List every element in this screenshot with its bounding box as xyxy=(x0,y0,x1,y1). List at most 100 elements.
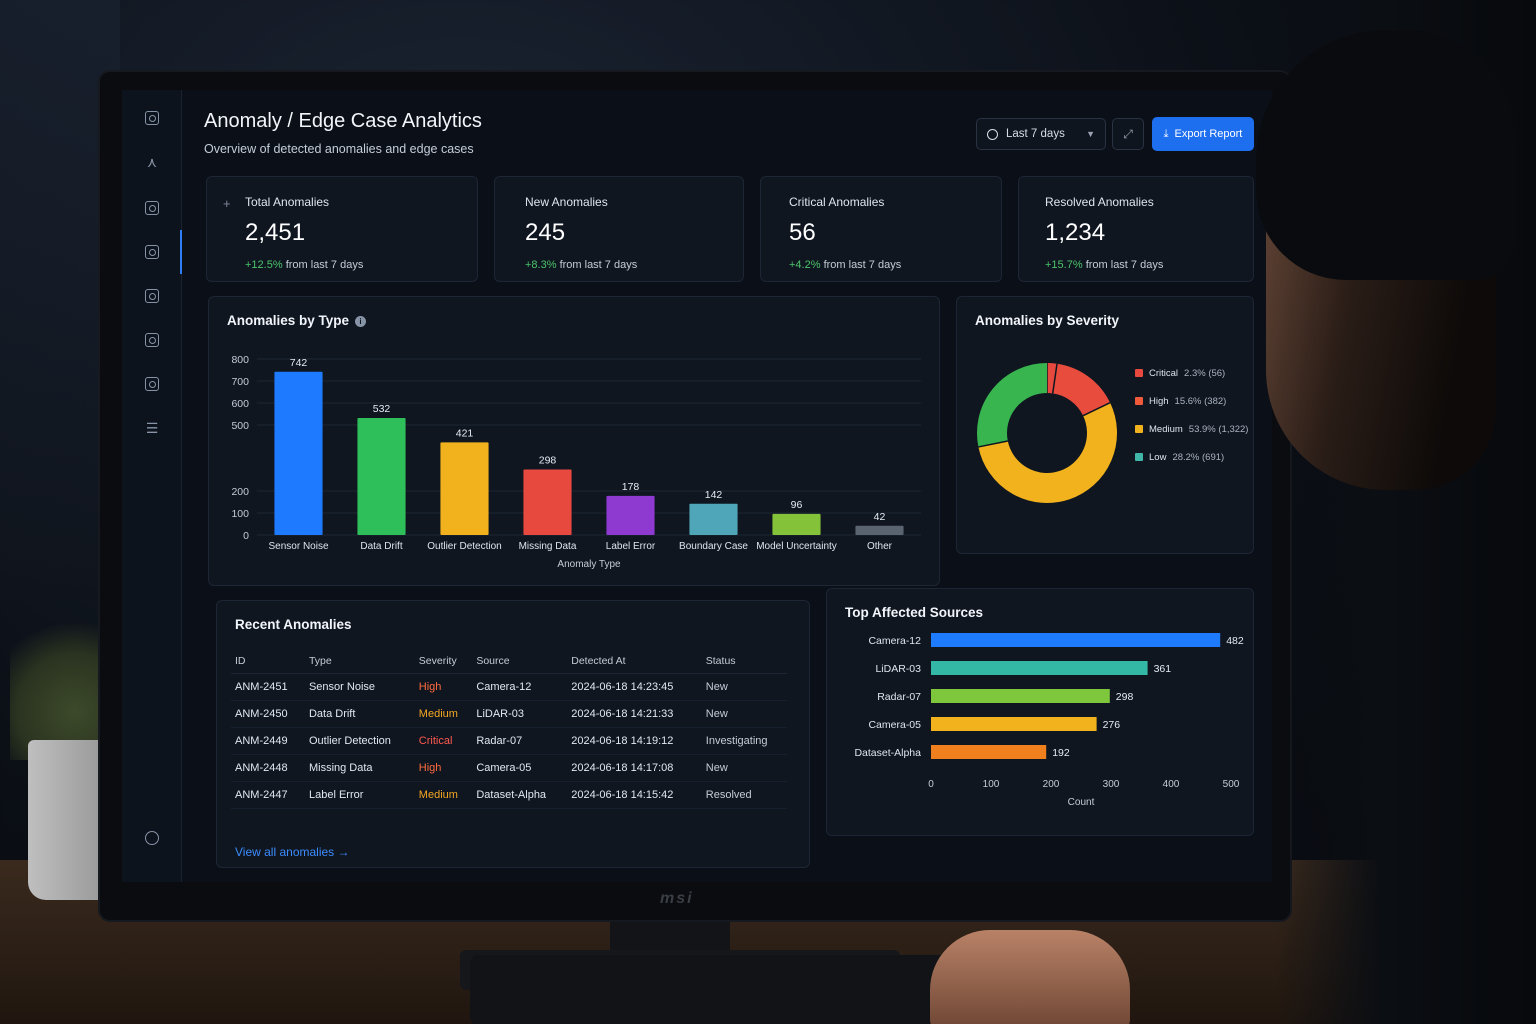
sidebar-active-indicator xyxy=(180,230,182,274)
status-label: New xyxy=(701,700,787,728)
bar xyxy=(689,503,738,535)
slice-separator xyxy=(1051,363,1058,394)
plus-icon: + xyxy=(223,196,231,211)
person-hair xyxy=(1256,30,1516,280)
donut-slice xyxy=(1051,363,1111,417)
top-affected-sources-panel: Top Affected Sources Camera-12 482 LiDAR-0… xyxy=(826,588,1254,836)
bar xyxy=(523,469,572,535)
chevron-down-icon: ▼ xyxy=(1086,129,1095,139)
kpi-label: New Anomalies xyxy=(525,195,608,209)
kpi-value: 2,451 xyxy=(245,219,306,246)
recent-anomalies-table: ID Type Severity Source Detected At Status AN… xyxy=(231,649,787,809)
anomaly-id: ANM-2449 xyxy=(231,727,305,755)
x-tick-label: Other xyxy=(867,541,893,552)
bar xyxy=(440,442,489,535)
data-label: 42 xyxy=(874,511,886,523)
anomaly-id: ANM-2450 xyxy=(231,700,305,728)
sidebar-item-settings-sliders-icon[interactable]: ☰ xyxy=(145,419,159,436)
fullscreen-button[interactable]: ⤢ xyxy=(1112,118,1144,150)
column-header[interactable]: Detected At xyxy=(567,649,702,674)
table-row[interactable]: ANM-2449 Outlier Detection Critical Radar-0… xyxy=(231,727,787,755)
bar-chart: 0 100 200 500 600 700 800 742 Sensor Noise 532 Dat… xyxy=(231,354,921,570)
anomaly-id: ANM-2451 xyxy=(231,673,305,701)
kpi-delta: +12.5% from last 7 days xyxy=(245,259,364,271)
page-subtitle: Overview of detected anomalies and edge … xyxy=(204,142,474,156)
sidebar-item-help-icon[interactable] xyxy=(140,826,164,850)
x-axis-label: Count xyxy=(1068,797,1095,808)
severity-label: Critical xyxy=(414,727,473,755)
legend-swatch xyxy=(1135,369,1143,377)
x-tick-label: 0 xyxy=(928,779,934,790)
export-report-button[interactable]: ⤓ Export Report xyxy=(1152,117,1254,151)
status-label: Investigating xyxy=(701,727,787,755)
x-tick-label: Model Uncertainty xyxy=(756,541,837,552)
data-label: 742 xyxy=(290,357,308,369)
x-tick-label: Sensor Noise xyxy=(268,541,328,552)
kpi-value: 1,234 xyxy=(1045,219,1106,246)
y-tick-label: 500 xyxy=(231,420,249,432)
sidebar-item-anomaly-icon[interactable] xyxy=(140,240,164,264)
column-header[interactable]: Severity xyxy=(414,649,473,674)
severity-label: Medium xyxy=(414,700,473,728)
legend-swatch xyxy=(1135,425,1143,433)
category-label: Camera-12 xyxy=(868,635,921,647)
anomalies-by-severity-panel: Anomalies by Severity Critical 2.3% (56) H… xyxy=(956,296,1254,554)
slice-separator xyxy=(978,440,1008,448)
sidebar-item-upload-icon[interactable] xyxy=(140,284,164,308)
severity-label: High xyxy=(414,754,473,782)
x-tick-label: 200 xyxy=(1043,779,1060,790)
date-range-select[interactable]: Last 7 days ▼ xyxy=(976,118,1106,150)
table-row[interactable]: ANM-2447 Label Error Medium Dataset-Alpha 20… xyxy=(231,781,787,809)
bar xyxy=(931,745,1047,759)
bar xyxy=(357,417,406,535)
kpi-card-resolved: Resolved Anomalies 1,234 +15.7% from las… xyxy=(1018,176,1254,282)
anomalies-by-type-panel: Anomalies by Type i 0 100 200 500 600 700 800 74… xyxy=(208,296,940,586)
person-hand xyxy=(930,930,1130,1024)
sidebar-item-camera-icon[interactable] xyxy=(140,328,164,352)
info-icon[interactable]: i xyxy=(355,316,367,327)
y-tick-label: 200 xyxy=(231,486,249,498)
legend-label: Low xyxy=(1149,451,1167,463)
detected-at: 2024-06-18 14:15:42 xyxy=(567,781,702,809)
bar xyxy=(772,513,821,535)
column-header[interactable]: Status xyxy=(701,649,787,674)
anomaly-source: Radar-07 xyxy=(472,727,568,755)
bar xyxy=(931,661,1148,675)
kpi-value: 245 xyxy=(525,219,566,246)
panel-title: Anomalies by Type i xyxy=(227,313,367,328)
y-tick-label: 800 xyxy=(231,354,249,366)
bar xyxy=(931,717,1097,731)
column-header[interactable]: Source xyxy=(472,649,568,674)
legend-value: 53.9% (1,322) xyxy=(1188,423,1249,435)
view-all-anomalies-link[interactable]: View all anomalies → xyxy=(235,845,350,859)
category-label: Radar-07 xyxy=(877,691,921,703)
x-tick-label: 300 xyxy=(1103,779,1120,790)
kpi-delta: +15.7% from last 7 days xyxy=(1045,259,1164,271)
y-tick-label: 100 xyxy=(231,508,249,520)
column-header[interactable]: ID xyxy=(231,649,305,674)
bar xyxy=(931,689,1110,703)
y-tick-label: 0 xyxy=(243,530,249,542)
x-tick-label: Data Drift xyxy=(360,541,402,552)
monitor: ⋏ ☰ Anomaly / Edge Case Analytics Overvi… xyxy=(100,72,1290,920)
table-row[interactable]: ANM-2451 Sensor Noise High Camera-12 2024-06… xyxy=(231,673,787,701)
severity-legend: Critical 2.3% (56) High 15.6% (382) Medium 53… xyxy=(1135,359,1248,471)
column-header[interactable]: Type xyxy=(304,649,415,674)
slice-separator xyxy=(1082,402,1111,417)
date-range-label: Last 7 days xyxy=(1006,128,1065,140)
kpi-label: Resolved Anomalies xyxy=(1045,195,1154,209)
sidebar-item-graph-icon[interactable]: ⋏ xyxy=(146,153,158,170)
legend-label: High xyxy=(1149,395,1169,407)
sidebar-item-data-icon[interactable] xyxy=(140,196,164,220)
anomaly-source: LiDAR-03 xyxy=(472,700,568,728)
legend-value: 15.6% (382) xyxy=(1174,395,1227,407)
table-row[interactable]: ANM-2448 Missing Data High Camera-05 2024-06… xyxy=(231,754,787,782)
table-row[interactable]: ANM-2450 Data Drift Medium LiDAR-03 2024-06-… xyxy=(231,700,787,728)
legend-swatch xyxy=(1135,453,1143,461)
sidebar-item-home-icon[interactable] xyxy=(140,106,164,130)
detected-at: 2024-06-18 14:19:12 xyxy=(567,727,702,755)
kpi-card-critical: Critical Anomalies 56 +4.2% from last 7 … xyxy=(760,176,1002,282)
legend-swatch xyxy=(1135,397,1143,405)
sidebar-item-target-icon[interactable] xyxy=(140,372,164,396)
anomaly-type: Sensor Noise xyxy=(304,673,415,701)
